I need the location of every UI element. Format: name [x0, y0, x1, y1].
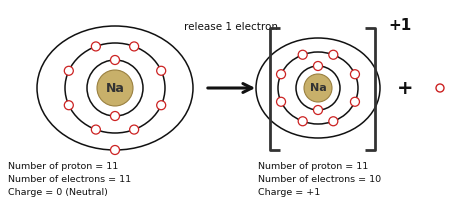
Circle shape [97, 70, 133, 106]
Circle shape [110, 146, 119, 154]
Circle shape [157, 101, 166, 110]
Circle shape [298, 50, 307, 59]
Text: release 1 electron: release 1 electron [184, 22, 278, 32]
Circle shape [276, 97, 285, 106]
Circle shape [157, 66, 166, 75]
Circle shape [298, 117, 307, 126]
Circle shape [110, 111, 119, 120]
Circle shape [313, 61, 322, 70]
Circle shape [313, 106, 322, 115]
Text: +1: +1 [388, 18, 411, 33]
Circle shape [64, 66, 73, 75]
Circle shape [129, 42, 138, 51]
Text: Na: Na [310, 83, 327, 93]
Circle shape [110, 55, 119, 65]
Text: Number of proton = 11
Number of electrons = 10
Charge = +1: Number of proton = 11 Number of electron… [258, 162, 381, 197]
Text: Na: Na [106, 81, 125, 95]
Text: +: + [397, 78, 413, 97]
Text: Number of proton = 11
Number of electrons = 11
Charge = 0 (Neutral): Number of proton = 11 Number of electron… [8, 162, 131, 197]
Circle shape [329, 50, 338, 59]
Circle shape [276, 70, 285, 79]
Circle shape [64, 101, 73, 110]
Circle shape [350, 97, 359, 106]
Circle shape [436, 84, 444, 92]
Circle shape [329, 117, 338, 126]
Circle shape [91, 42, 100, 51]
Circle shape [304, 74, 332, 102]
Circle shape [350, 70, 359, 79]
Circle shape [91, 125, 100, 134]
Circle shape [129, 125, 138, 134]
